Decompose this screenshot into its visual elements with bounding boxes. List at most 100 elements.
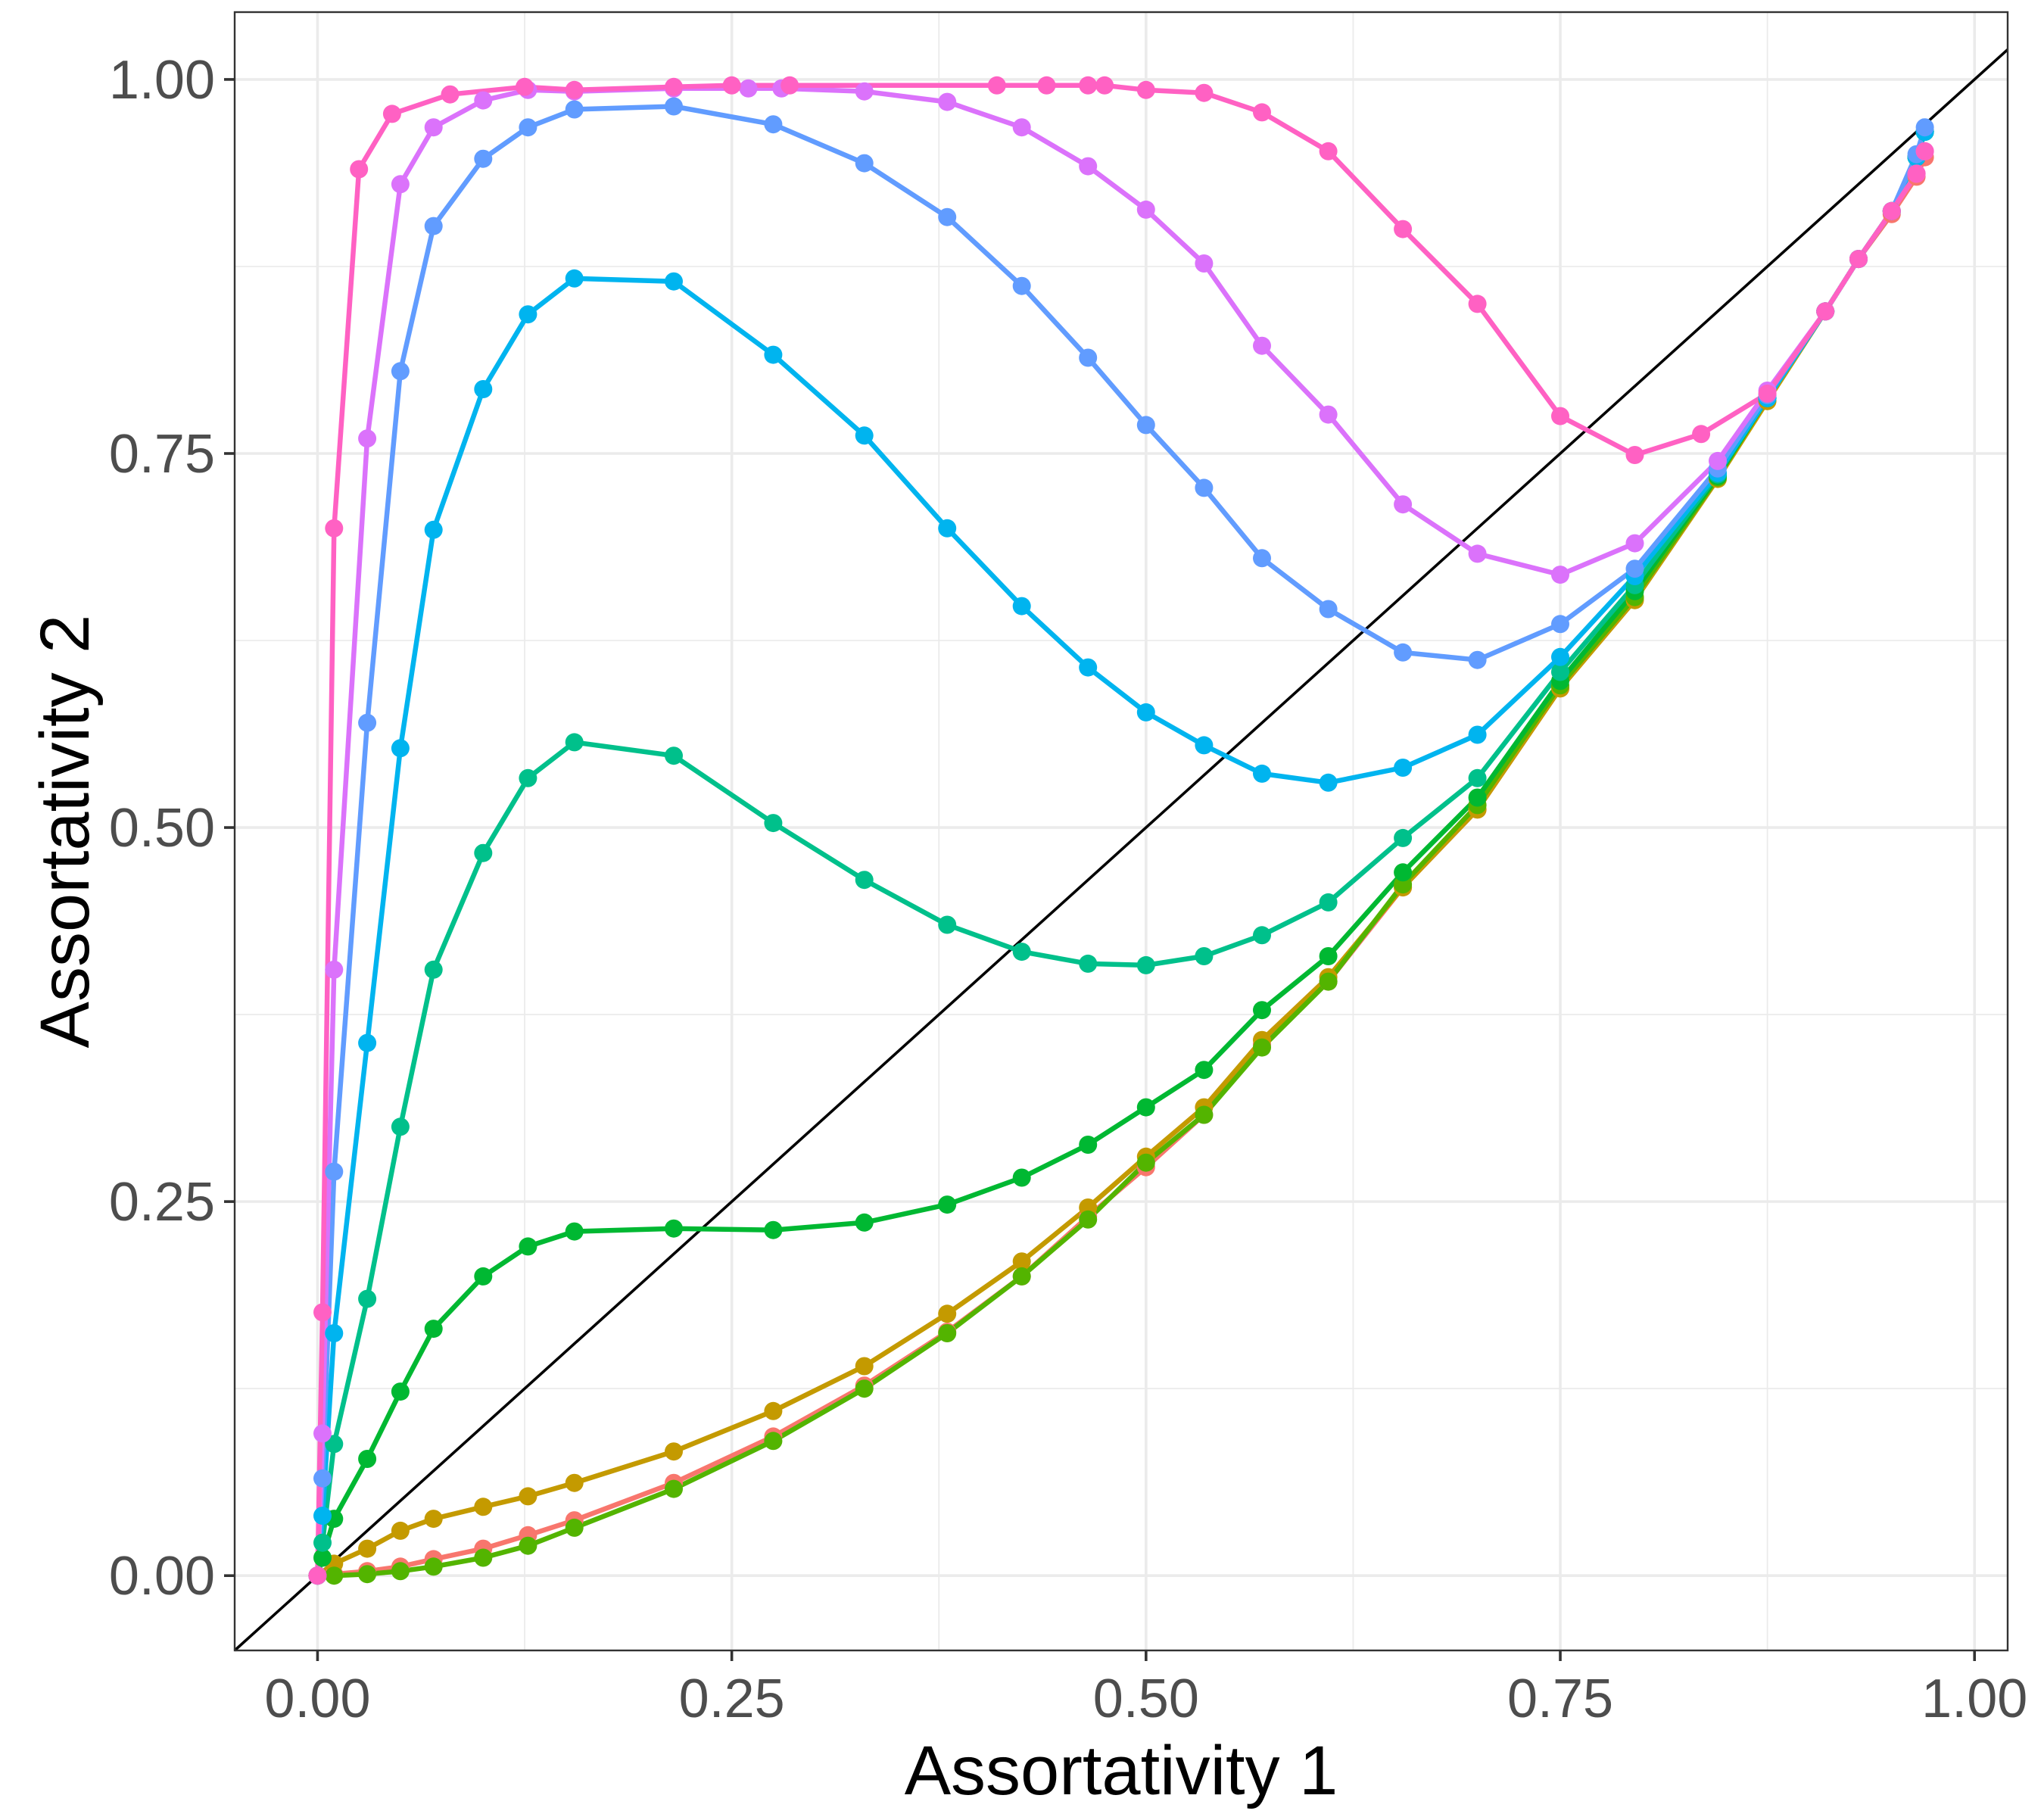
series-point-6 xyxy=(391,739,410,758)
series-line-8 xyxy=(315,86,1927,1579)
series-point-4 xyxy=(1079,1136,1098,1154)
series-point-9 xyxy=(325,519,344,538)
series-point-2 xyxy=(358,1539,377,1558)
series-point-3 xyxy=(1079,1210,1098,1229)
series-point-5 xyxy=(1253,926,1271,945)
series-point-4 xyxy=(938,1195,957,1214)
series-point-7 xyxy=(1625,559,1644,578)
series-point-8 xyxy=(855,82,874,101)
series-point-8 xyxy=(1079,157,1098,176)
series-point-9 xyxy=(1136,80,1155,99)
y-tick-label: 0.00 xyxy=(109,1546,215,1607)
series-point-7 xyxy=(424,217,443,235)
series-point-5 xyxy=(313,1533,332,1552)
series-point-7 xyxy=(1012,276,1031,295)
series-point-7 xyxy=(1915,118,1934,137)
series-point-5 xyxy=(855,871,874,890)
series-point-8 xyxy=(474,91,493,110)
series-point-4 xyxy=(1253,1001,1271,1020)
series-point-5 xyxy=(565,733,584,752)
identity-line xyxy=(233,48,2009,1652)
series-point-9 xyxy=(987,76,1006,95)
series-point-9 xyxy=(1882,201,1901,220)
series-point-3 xyxy=(1195,1105,1214,1124)
series-point-7 xyxy=(474,149,493,168)
series-point-6 xyxy=(1468,725,1487,744)
series-point-9 xyxy=(1625,446,1644,464)
series-point-2 xyxy=(474,1498,493,1516)
series-point-6 xyxy=(313,1507,332,1526)
series-point-9 xyxy=(565,80,584,99)
series-point-3 xyxy=(1319,972,1338,991)
series-point-2 xyxy=(938,1304,957,1323)
series-point-3 xyxy=(855,1379,874,1398)
grid-lines xyxy=(235,12,2008,1650)
series-point-6 xyxy=(665,272,683,291)
series-line-7 xyxy=(315,104,1927,1579)
series-point-2 xyxy=(519,1487,537,1506)
series-point-8 xyxy=(938,92,957,111)
series-point-8 xyxy=(1551,566,1569,584)
series-point-4 xyxy=(1394,863,1413,882)
series-point-7 xyxy=(391,362,410,381)
series-point-6 xyxy=(1012,597,1031,616)
series-point-4 xyxy=(474,1267,493,1286)
y-tick-label: 0.50 xyxy=(109,798,215,859)
series-point-4 xyxy=(764,1220,783,1239)
series-lines xyxy=(315,83,1927,1579)
series-point-9 xyxy=(1394,220,1413,238)
x-tick-label: 1.00 xyxy=(1921,1669,2027,1729)
series-point-7 xyxy=(519,118,537,137)
series-point-7 xyxy=(1195,478,1214,497)
series-point-9 xyxy=(1907,164,1926,183)
series-point-3 xyxy=(1253,1038,1271,1057)
series-point-7 xyxy=(1319,600,1338,619)
x-axis-title: Assortativity 1 xyxy=(905,1732,1338,1809)
series-point-6 xyxy=(855,426,874,445)
series-point-3 xyxy=(764,1432,783,1451)
series-point-6 xyxy=(1253,764,1271,783)
series-point-6 xyxy=(358,1033,377,1052)
series-point-9 xyxy=(313,1303,332,1322)
series-point-9 xyxy=(722,76,741,95)
series-point-4 xyxy=(1468,788,1487,807)
x-tick-label: 0.00 xyxy=(264,1669,370,1729)
series-point-9 xyxy=(1195,83,1214,102)
series-point-9 xyxy=(665,77,683,96)
series-point-7 xyxy=(1551,615,1569,634)
series-point-9 xyxy=(350,160,369,179)
series-point-2 xyxy=(764,1401,783,1420)
y-axis-title: Assortativity 2 xyxy=(26,615,104,1049)
series-point-3 xyxy=(424,1557,443,1576)
series-point-9 xyxy=(308,1566,327,1585)
series-point-3 xyxy=(358,1565,377,1584)
series-point-7 xyxy=(565,100,584,119)
y-tick-label: 0.25 xyxy=(109,1172,215,1233)
series-point-9 xyxy=(516,77,534,96)
panel-border xyxy=(233,11,2009,1652)
series-point-5 xyxy=(1136,955,1155,974)
series-point-9 xyxy=(382,104,401,123)
series-point-7 xyxy=(313,1469,332,1488)
series-point-3 xyxy=(391,1562,410,1581)
series-point-8 xyxy=(1394,495,1413,514)
series-point-3 xyxy=(325,1566,344,1585)
series-point-9 xyxy=(1468,295,1487,313)
series-point-2 xyxy=(424,1510,443,1529)
axis-ticks xyxy=(224,78,1977,1661)
series-point-5 xyxy=(1394,828,1413,847)
series-point-6 xyxy=(1394,759,1413,777)
series-point-6 xyxy=(1195,736,1214,755)
series-point-8 xyxy=(313,1424,332,1443)
series-point-2 xyxy=(855,1357,874,1376)
series-point-3 xyxy=(519,1536,537,1555)
series-point-8 xyxy=(739,79,758,98)
series-point-9 xyxy=(1915,142,1934,161)
series-point-4 xyxy=(519,1237,537,1256)
series-point-5 xyxy=(325,1435,344,1454)
series-point-3 xyxy=(1012,1267,1031,1286)
series-point-7 xyxy=(358,713,377,732)
series-point-9 xyxy=(781,76,799,95)
